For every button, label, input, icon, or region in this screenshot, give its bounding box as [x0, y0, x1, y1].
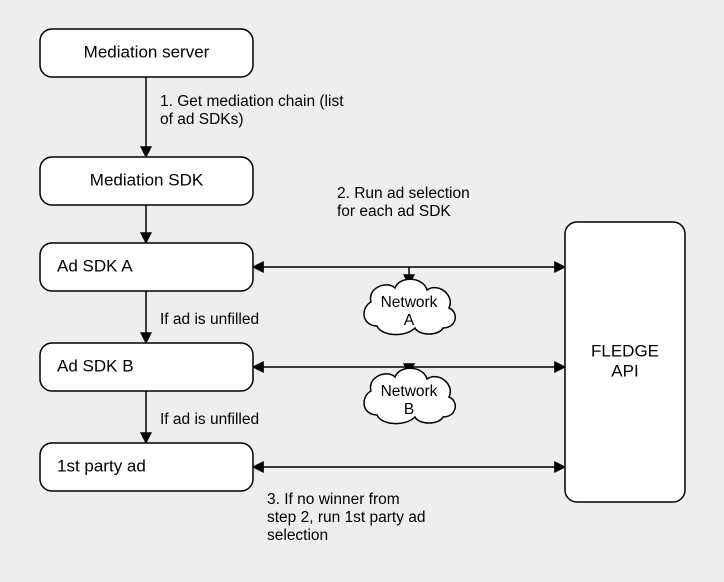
node-label: FLEDGE	[591, 341, 659, 360]
node-label: Ad SDK A	[57, 256, 133, 275]
cloud-network-a: NetworkA	[364, 279, 455, 334]
node-label: API	[611, 361, 638, 380]
node-label: Mediation SDK	[90, 170, 204, 189]
edge-label: of ad SDKs)	[160, 111, 244, 128]
edge-label: 3. If no winner from	[267, 491, 400, 508]
node-label: Ad SDK B	[57, 356, 134, 375]
cloud-label: Network	[381, 294, 438, 311]
cloud-network-b: NetworkB	[364, 368, 455, 423]
edge-label: step 2, run 1st party ad	[267, 509, 426, 526]
node-ad-sdk-a: Ad SDK A	[40, 243, 253, 291]
edge-label: 2. Run ad selection	[337, 185, 470, 202]
edge-label: selection	[267, 527, 328, 544]
node-fledge-api: FLEDGEAPI	[565, 222, 685, 502]
node-mediation-server: Mediation server	[40, 29, 253, 77]
node-label: 1st party ad	[57, 456, 146, 475]
edge-label: for each ad SDK	[337, 203, 451, 220]
cloud-label: B	[404, 401, 414, 418]
node-first-party-ad: 1st party ad	[40, 443, 253, 491]
edge-label: If ad is unfilled	[160, 311, 259, 328]
node-mediation-sdk: Mediation SDK	[40, 157, 253, 205]
edge-label: If ad is unfilled	[160, 411, 259, 428]
cloud-label: A	[404, 312, 415, 329]
cloud-label: Network	[381, 383, 438, 400]
node-label: Mediation server	[84, 42, 210, 61]
node-ad-sdk-b: Ad SDK B	[40, 343, 253, 391]
edge-label: 1. Get mediation chain (list	[160, 93, 344, 110]
